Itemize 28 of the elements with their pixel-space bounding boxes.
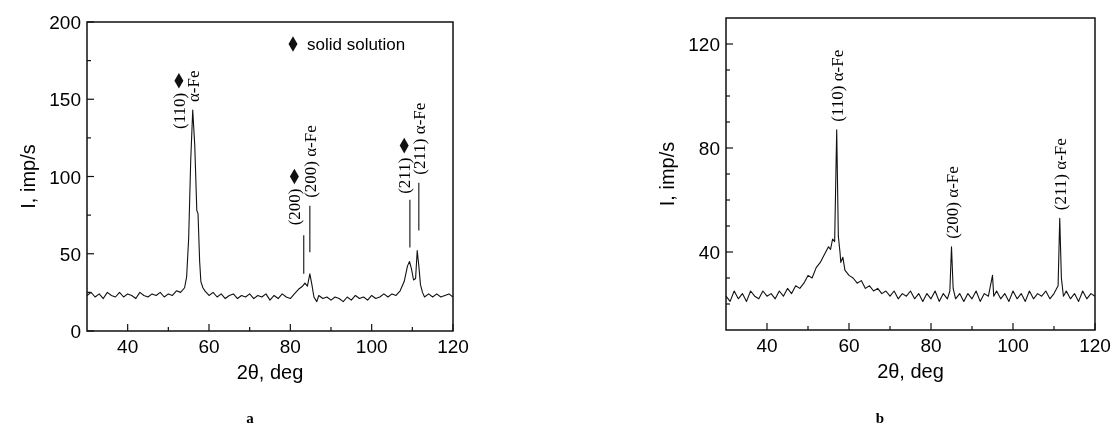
y-tick-label: 40: [698, 242, 720, 263]
x-tick-label: 40: [756, 335, 778, 356]
text: b: [875, 410, 885, 426]
text: a: [246, 410, 255, 426]
x-tick-label: 100: [997, 335, 1029, 356]
y-tick-label: 150: [49, 89, 81, 111]
legend-label: solid solution: [307, 35, 406, 54]
x-axis-title: 2θ, deg: [236, 361, 304, 383]
x-tick-label: 40: [117, 336, 139, 357]
y-axis-title: I, imp/s: [17, 144, 39, 209]
annotation: (200) α-Fe: [942, 166, 962, 239]
x-tick-label: 60: [838, 335, 860, 356]
annotation: (211) α-Fe: [1050, 138, 1070, 211]
y-tick-label: 0: [70, 321, 81, 342]
x-tick-label: 120: [437, 336, 469, 357]
y-tick-label: 80: [698, 138, 720, 159]
y-tick-label: 200: [49, 12, 81, 33]
x-tick-label: 60: [198, 336, 220, 357]
x-tick-label: 80: [279, 336, 301, 357]
x-tick-label: 100: [355, 336, 388, 357]
y-axis-title: I, imp/s: [656, 141, 678, 207]
x-tick-label: 120: [1079, 335, 1111, 356]
y-tick-label: 120: [688, 34, 720, 55]
annotation: (110) α-Fe: [827, 49, 847, 122]
x-axis-title: 2θ, deg: [877, 360, 944, 382]
y-tick-label: 50: [59, 243, 81, 265]
x-tick-label: 80: [920, 335, 942, 356]
y-tick-label: 100: [49, 166, 81, 188]
